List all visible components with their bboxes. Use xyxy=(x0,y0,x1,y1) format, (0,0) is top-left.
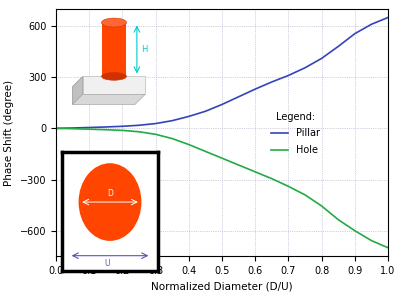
Ellipse shape xyxy=(102,18,126,27)
Hole xyxy=(336,218,341,221)
Pillar xyxy=(220,103,224,106)
Hole xyxy=(303,193,308,197)
Hole xyxy=(87,128,92,131)
Text: D: D xyxy=(107,189,113,198)
Pillar xyxy=(386,16,390,19)
Hole xyxy=(352,229,357,232)
Pillar xyxy=(120,125,125,128)
Hole xyxy=(186,143,191,146)
Line: Pillar: Pillar xyxy=(56,18,388,128)
Ellipse shape xyxy=(102,72,126,80)
Pillar xyxy=(70,126,75,130)
Hole xyxy=(103,128,108,131)
Hole xyxy=(70,127,75,131)
Polygon shape xyxy=(72,76,83,105)
Pillar xyxy=(103,125,108,129)
Hole xyxy=(386,246,390,249)
Pillar xyxy=(336,45,341,48)
Y-axis label: Phase Shift (degree): Phase Shift (degree) xyxy=(4,80,14,186)
Hole xyxy=(120,129,125,132)
Hole xyxy=(54,127,58,130)
Pillar xyxy=(270,80,274,84)
Hole xyxy=(236,163,241,167)
X-axis label: Normalized Diameter (D/U): Normalized Diameter (D/U) xyxy=(151,282,293,291)
Pillar xyxy=(253,87,258,91)
Line: Hole: Hole xyxy=(56,128,388,248)
Pillar xyxy=(236,95,241,99)
Hole xyxy=(203,150,208,153)
Pillar xyxy=(137,123,142,127)
Pillar xyxy=(369,23,374,26)
Hole xyxy=(369,239,374,242)
Pillar xyxy=(87,126,92,129)
Hole xyxy=(220,156,224,160)
Pillar xyxy=(170,119,174,122)
Text: U: U xyxy=(104,259,110,268)
Pillar xyxy=(203,109,208,113)
Hole xyxy=(137,130,142,134)
Hole xyxy=(153,133,158,136)
Bar xyxy=(102,23,126,76)
Polygon shape xyxy=(72,94,145,105)
Hole xyxy=(270,177,274,181)
Pillar xyxy=(319,57,324,60)
Pillar xyxy=(153,122,158,125)
Circle shape xyxy=(79,164,141,240)
Pillar xyxy=(352,32,357,35)
Pillar xyxy=(303,66,308,69)
Hole xyxy=(286,184,291,188)
Pillar xyxy=(286,74,291,77)
Hole xyxy=(170,137,174,140)
Legend: Pillar, Hole: Pillar, Hole xyxy=(267,108,324,159)
Pillar xyxy=(186,115,191,118)
Hole xyxy=(253,170,258,174)
Polygon shape xyxy=(83,76,145,94)
Hole xyxy=(319,204,324,208)
Text: H: H xyxy=(141,45,148,54)
Pillar xyxy=(54,127,58,130)
